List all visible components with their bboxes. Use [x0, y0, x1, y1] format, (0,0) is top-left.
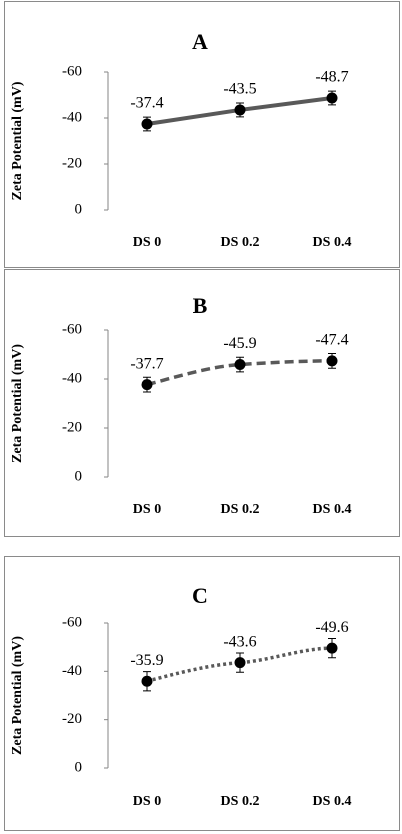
data-label: -43.5 [223, 81, 256, 98]
x-tick-label: DS 0.2 [221, 794, 260, 809]
x-tick-label: DS 0.4 [313, 235, 352, 250]
panel [4, 1, 400, 268]
data-label: -37.7 [130, 355, 163, 372]
y-axis-label: Zeta Potential (mV) [10, 344, 25, 463]
series-line [146, 359, 333, 387]
data-point [141, 379, 153, 391]
x-tick-label: DS 0.4 [313, 502, 352, 517]
chart-title: C [192, 583, 208, 608]
y-tick-label: -20 [62, 711, 82, 727]
data-label: -37.4 [130, 95, 163, 112]
data-point [141, 675, 153, 687]
y-axis-label: Zeta Potential (mV) [10, 81, 25, 200]
data-point [326, 355, 338, 367]
y-tick-label: 0 [75, 468, 83, 484]
y-tick-label: -60 [62, 614, 82, 630]
x-tick-label: DS 0.2 [221, 502, 260, 517]
y-tick-label: -40 [62, 109, 82, 125]
y-tick-label: -20 [62, 155, 82, 171]
data-point [326, 642, 338, 654]
y-tick-label: 0 [75, 201, 83, 217]
y-tick-label: -60 [62, 321, 82, 337]
y-tick-label: -40 [62, 663, 82, 679]
data-point [141, 118, 153, 130]
data-point [234, 359, 246, 371]
x-tick-label: DS 0 [133, 502, 161, 517]
x-tick-label: DS 0.4 [313, 794, 352, 809]
y-tick-label: -40 [62, 370, 82, 386]
data-label: -49.6 [315, 619, 348, 636]
data-point [234, 657, 246, 669]
y-axis-label: Zeta Potential (mV) [10, 636, 25, 755]
data-label: -43.6 [223, 633, 256, 650]
chart-title: B [193, 293, 208, 318]
x-tick-label: DS 0 [133, 794, 161, 809]
panel [4, 269, 400, 537]
y-tick-label: 0 [75, 759, 83, 775]
data-point [326, 92, 338, 104]
data-label: -45.9 [223, 335, 256, 352]
panel [4, 556, 400, 831]
x-tick-label: DS 0.2 [221, 235, 260, 250]
data-label: -35.9 [130, 652, 163, 669]
chart-title: A [192, 29, 208, 54]
data-point [234, 104, 246, 116]
y-tick-label: -60 [62, 63, 82, 79]
x-tick-label: DS 0 [133, 235, 161, 250]
data-label: -47.4 [315, 332, 348, 349]
data-label: -48.7 [315, 69, 348, 86]
y-tick-label: -20 [62, 419, 82, 435]
